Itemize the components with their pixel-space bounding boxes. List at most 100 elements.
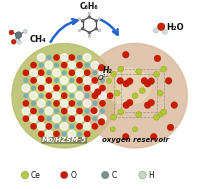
Circle shape [60,171,68,179]
Circle shape [98,18,100,20]
Circle shape [117,66,123,72]
Circle shape [30,115,37,122]
Circle shape [126,99,133,106]
Circle shape [153,114,159,120]
FancyArrowPatch shape [100,19,117,35]
Circle shape [77,124,82,129]
Circle shape [54,55,59,60]
Circle shape [90,107,97,114]
Circle shape [39,94,43,98]
Circle shape [106,78,111,83]
Text: O: O [70,170,76,180]
Circle shape [88,35,90,38]
Circle shape [68,61,75,69]
Circle shape [85,94,89,98]
Circle shape [98,64,104,71]
Circle shape [75,92,83,99]
Circle shape [81,27,84,30]
Circle shape [37,54,45,61]
Circle shape [110,114,116,120]
Circle shape [45,84,52,92]
Circle shape [91,84,98,92]
Circle shape [53,92,60,99]
Circle shape [22,107,29,115]
Circle shape [114,90,120,96]
Circle shape [153,28,158,33]
Circle shape [122,133,128,140]
Circle shape [122,102,129,108]
Circle shape [32,86,35,90]
Circle shape [30,69,37,77]
Circle shape [60,54,68,61]
Circle shape [31,108,36,114]
Circle shape [61,108,66,114]
Circle shape [98,115,106,122]
Circle shape [23,101,28,106]
Circle shape [22,84,29,92]
FancyArrowPatch shape [50,19,77,42]
Circle shape [100,109,104,113]
Circle shape [82,43,186,148]
Circle shape [54,101,59,106]
Circle shape [61,93,66,98]
Circle shape [83,100,90,107]
Circle shape [158,112,163,117]
Circle shape [139,88,144,94]
Circle shape [23,29,27,33]
Circle shape [69,70,74,75]
Circle shape [75,115,83,122]
Circle shape [37,77,45,84]
Circle shape [31,124,36,129]
Circle shape [83,77,90,84]
Circle shape [38,85,44,91]
Circle shape [126,78,133,84]
Circle shape [21,171,29,179]
Circle shape [93,71,96,75]
Circle shape [162,29,166,34]
Circle shape [10,30,14,34]
Circle shape [98,119,104,125]
Circle shape [77,78,82,83]
Circle shape [100,79,104,82]
Circle shape [160,109,166,115]
Circle shape [83,123,90,130]
Circle shape [47,71,50,75]
Circle shape [12,43,116,148]
Circle shape [9,30,14,35]
Circle shape [78,29,80,32]
Circle shape [37,123,45,130]
Circle shape [144,80,150,87]
Circle shape [166,124,173,131]
Circle shape [157,23,164,30]
Circle shape [84,116,89,121]
Circle shape [110,71,116,77]
Circle shape [92,124,97,129]
Circle shape [84,131,89,137]
Circle shape [39,63,43,67]
Circle shape [84,70,89,75]
Circle shape [77,132,81,136]
Circle shape [135,112,141,118]
Text: C₆H₆: C₆H₆ [80,2,98,11]
Circle shape [160,66,166,72]
Circle shape [132,127,137,132]
Circle shape [132,93,137,99]
Circle shape [138,171,146,179]
Text: H₂O: H₂O [165,23,183,32]
Circle shape [62,132,66,136]
Circle shape [70,125,73,128]
Circle shape [122,80,129,87]
Circle shape [45,107,52,115]
Circle shape [91,61,98,69]
Circle shape [68,107,75,115]
Circle shape [54,109,58,113]
Text: O²⁻: O²⁻ [97,75,109,81]
Circle shape [38,116,44,121]
Circle shape [23,116,28,121]
Text: Mo/HZSM-5: Mo/HZSM-5 [41,137,86,143]
Circle shape [24,94,28,98]
Circle shape [13,39,17,43]
Circle shape [153,55,160,62]
Circle shape [147,78,154,84]
Circle shape [77,101,81,105]
